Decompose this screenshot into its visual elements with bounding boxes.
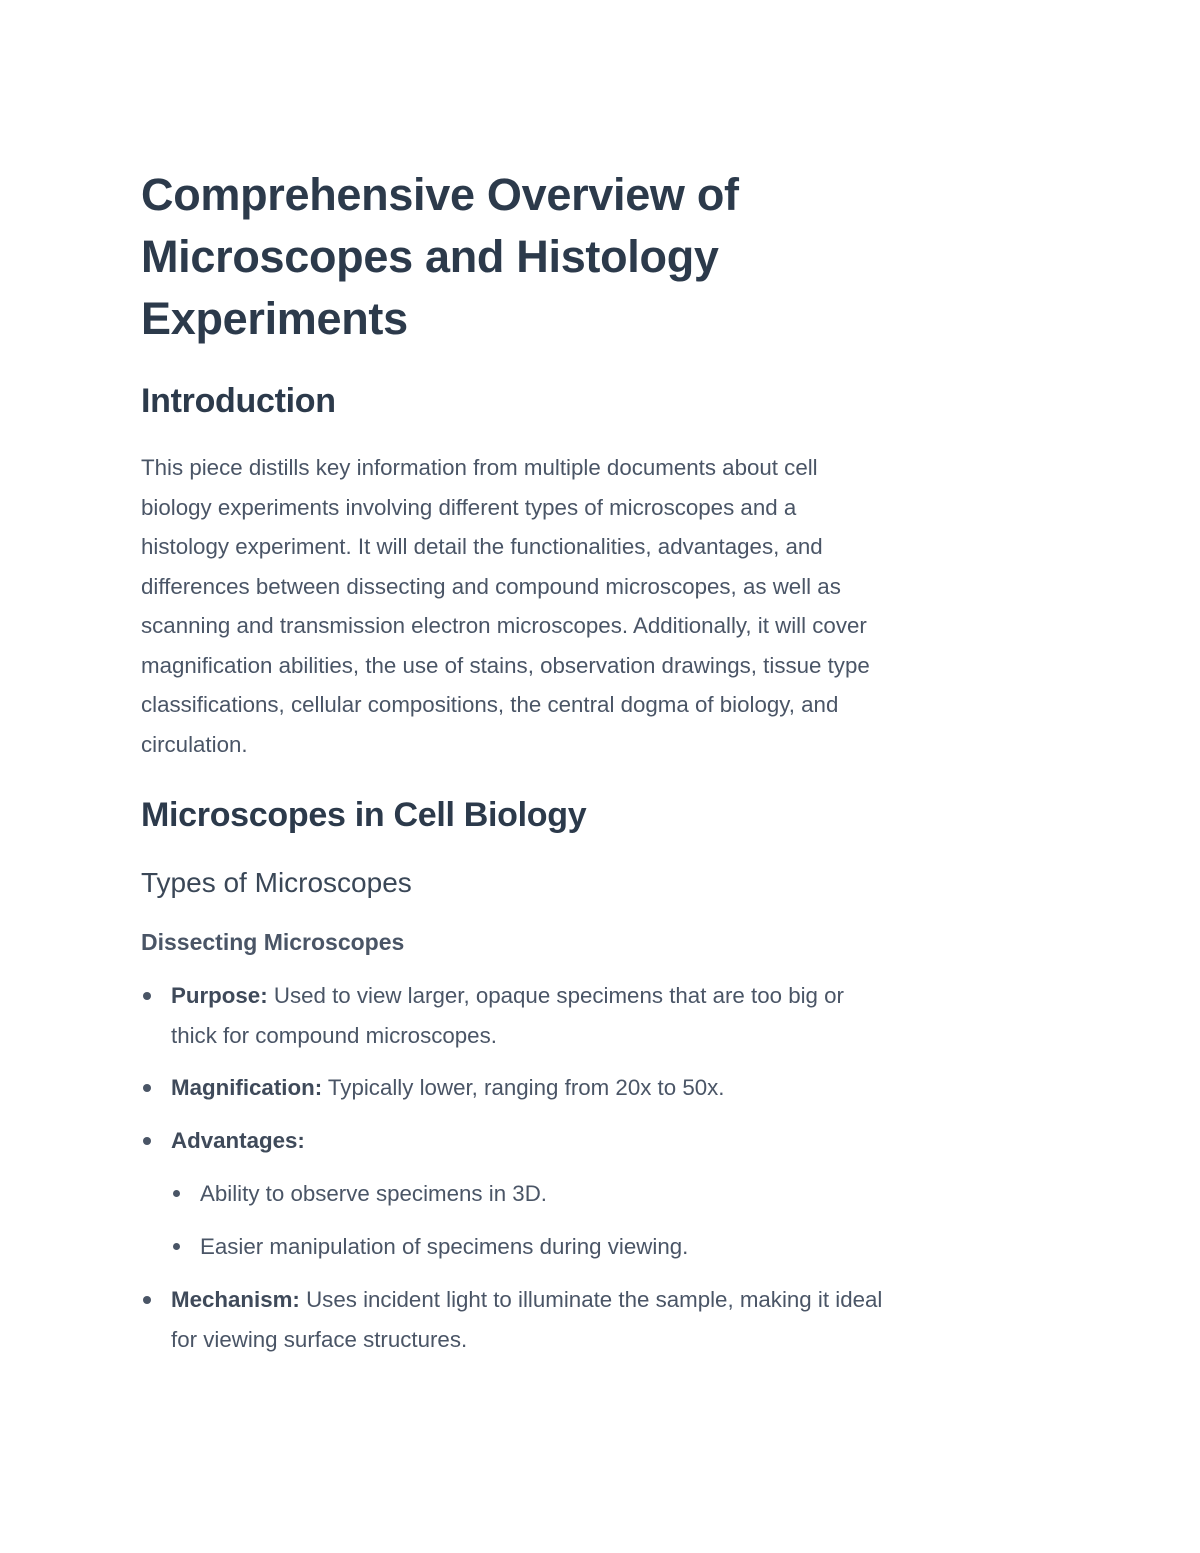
sub-list-item: Easier manipulation of specimens during …: [200, 1234, 689, 1259]
sub-list-item: Ability to observe specimens in 3D.: [200, 1181, 547, 1206]
paragraph-line: This piece distills key information from…: [141, 455, 818, 480]
document-title: Comprehensive Overview of Microscopes an…: [141, 164, 739, 350]
item-text: Uses incident light to illuminate the sa…: [299, 1287, 883, 1312]
section-heading: Microscopes in Cell Biology: [141, 796, 587, 834]
title-line: Experiments: [141, 293, 408, 344]
list-item-magnification: Magnification: Typically lower, ranging …: [171, 1068, 725, 1108]
bullet-icon: [173, 1243, 180, 1250]
item-text: Typically lower, ranging from 20x to 50x…: [322, 1075, 725, 1100]
subsubsection-heading: Dissecting Microscopes: [141, 929, 405, 955]
item-text: thick for compound microscopes.: [171, 1023, 497, 1048]
paragraph-line: classifications, cellular compositions, …: [141, 692, 839, 717]
introduction-heading: Introduction: [141, 382, 336, 420]
bullet-icon: [143, 1137, 151, 1145]
list-item-purpose: Purpose: Used to view larger, opaque spe…: [171, 976, 844, 1056]
title-line: Microscopes and Histology: [141, 231, 719, 282]
bullet-icon: [143, 1084, 151, 1092]
bullet-icon: [173, 1190, 180, 1197]
paragraph-line: scanning and transmission electron micro…: [141, 613, 867, 638]
subsection-heading: Types of Microscopes: [141, 867, 412, 898]
item-label: Magnification:: [171, 1075, 323, 1100]
title-line: Comprehensive Overview of: [141, 169, 739, 220]
item-label: Purpose:: [171, 983, 268, 1008]
paragraph-line: biology experiments involving different …: [141, 494, 797, 520]
list-item-mechanism: Mechanism: Uses incident light to illumi…: [171, 1280, 882, 1360]
item-text: for viewing surface structures.: [171, 1327, 468, 1352]
bullet-icon: [143, 1296, 151, 1304]
paragraph-line: magnification abilities, the use of stai…: [141, 652, 870, 678]
item-label: Advantages:: [171, 1128, 305, 1153]
item-text: Used to view larger, opaque specimens th…: [267, 983, 844, 1008]
item-label: Mechanism:: [171, 1287, 300, 1312]
paragraph-line: circulation.: [141, 731, 248, 757]
paragraph-line: histology experiment. It will detail the…: [141, 534, 823, 559]
paragraph-line: differences between dissecting and compo…: [141, 573, 841, 599]
introduction-paragraph: This piece distills key information from…: [141, 448, 870, 764]
bullet-icon: [143, 992, 151, 1000]
list-item-advantages: Advantages:: [171, 1121, 305, 1161]
